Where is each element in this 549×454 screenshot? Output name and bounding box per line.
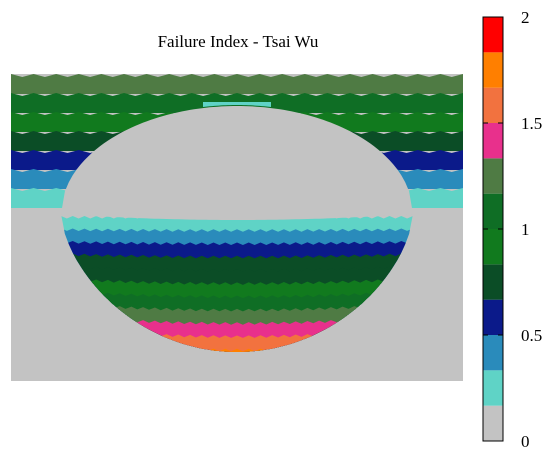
colorbar-level-10 — [483, 52, 503, 88]
colorbar-level-4 — [483, 264, 503, 300]
colorbar-level-11 — [483, 17, 503, 53]
colorbar-level-5 — [483, 229, 503, 265]
chart-title: Failure Index - Tsai Wu — [158, 32, 319, 51]
colorbar-tick-label-0: 0 — [521, 432, 530, 451]
colorbar-level-7 — [483, 158, 503, 194]
outer-band-0 — [11, 74, 463, 94]
colorbar-level-1 — [483, 370, 503, 406]
hole-upper-cap — [61, 106, 413, 220]
colorbar-tick-label-2: 1 — [521, 220, 530, 239]
colorbar: 0 0.5 1 1.5 2 — [482, 8, 542, 451]
colorbar-level-6 — [483, 193, 503, 229]
colorbar-level-3 — [483, 299, 503, 335]
colorbar-tick-label-3: 1.5 — [521, 114, 542, 133]
colorbar-level-2 — [483, 335, 503, 371]
colorbar-tick-label-1: 0.5 — [521, 326, 542, 345]
colorbar-tick-label-4: 2 — [521, 8, 530, 27]
colorbar-level-8 — [483, 123, 503, 159]
contour-plot-area — [11, 74, 463, 381]
cap-highlight — [203, 102, 271, 107]
colorbar-level-0 — [483, 405, 503, 441]
colorbar-level-9 — [483, 87, 503, 123]
